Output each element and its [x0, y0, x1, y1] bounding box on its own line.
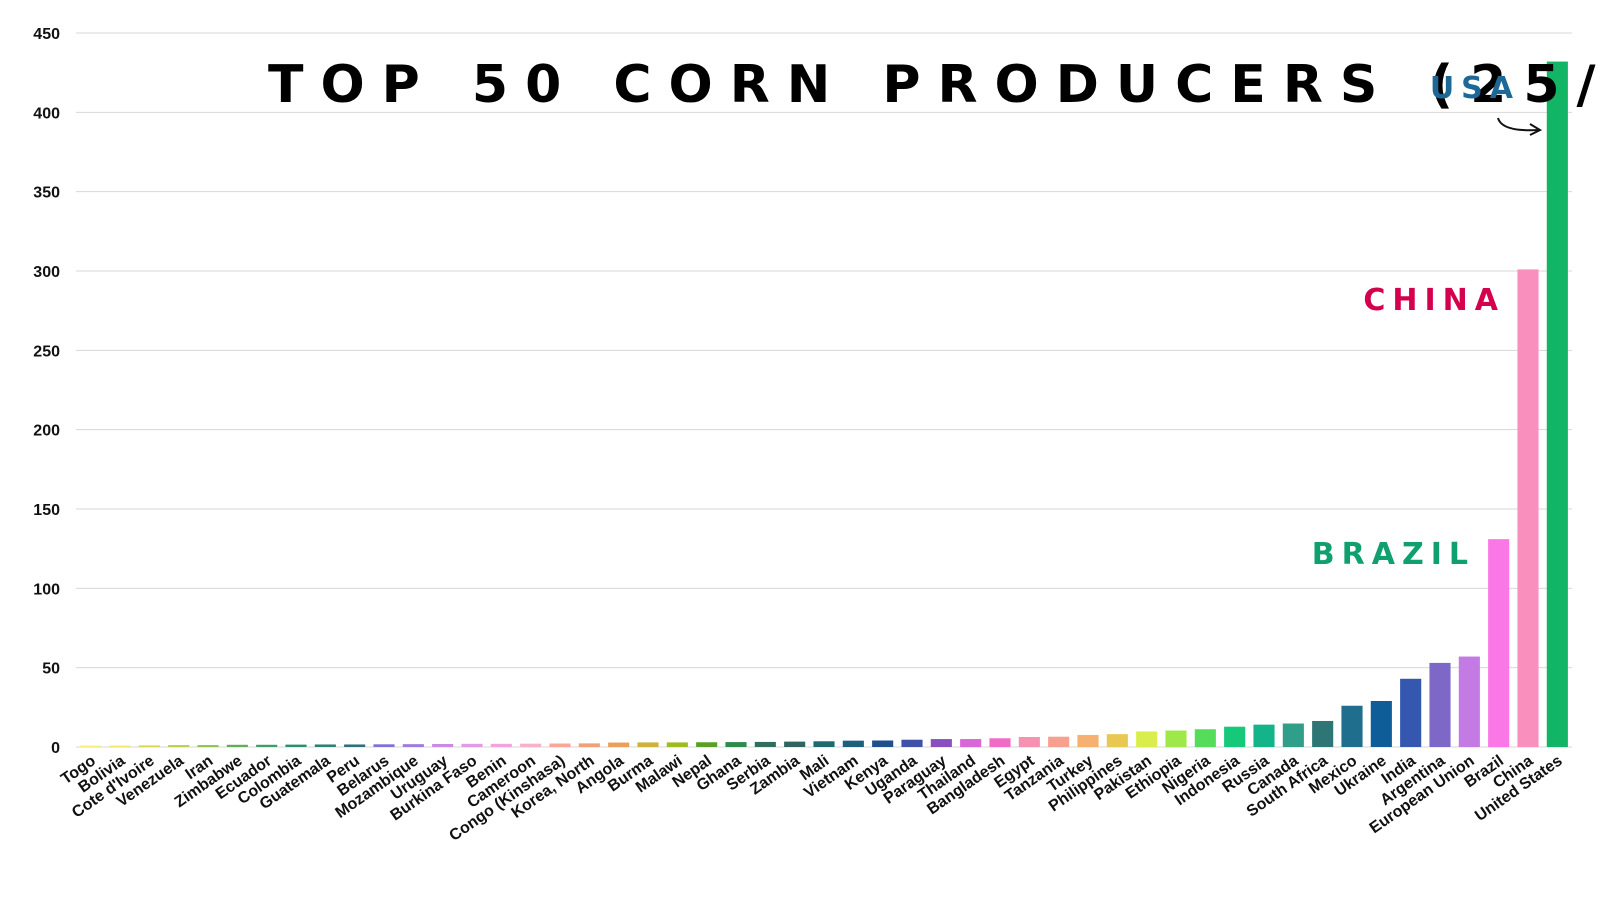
y-tick-label: 250 [33, 343, 60, 360]
bar-guatemala [314, 744, 336, 747]
bar-thailand [960, 739, 982, 747]
bar-zambia [784, 741, 806, 747]
bar-european-union [1458, 656, 1480, 747]
annotation-china: CHINA [1363, 283, 1505, 318]
annotation-brazil: BRAZIL [1312, 537, 1475, 572]
y-tick-label: 50 [42, 661, 60, 678]
bar-india [1400, 678, 1422, 747]
bar-serbia [754, 741, 776, 747]
y-tick-label: 0 [51, 740, 60, 757]
y-tick-label: 400 [33, 105, 60, 122]
bar-peru [344, 744, 366, 747]
bar-tanzania [1048, 736, 1070, 747]
bar-zimbabwe [226, 744, 248, 747]
arrow-icon [1497, 117, 1539, 132]
bar-togo [80, 745, 102, 747]
bar-brazil [1488, 539, 1510, 747]
bar-turkey [1077, 734, 1099, 747]
bar-pakistan [1136, 731, 1158, 747]
bar-south-africa [1312, 720, 1334, 747]
bar-burkina-faso [461, 743, 483, 747]
bar-cote-d-ivoire [138, 745, 160, 747]
bar-uruguay [432, 743, 454, 747]
bar-colombia [285, 744, 307, 747]
annotations: USA CHINA BRAZIL [1312, 71, 1543, 572]
bar-burma [637, 742, 659, 747]
bar-congo-kinshasa- [549, 743, 571, 747]
annotation-usa: USA [1430, 71, 1520, 106]
y-tick-label: 150 [33, 502, 60, 519]
bar-mexico [1341, 705, 1363, 747]
y-tick-label: 100 [33, 581, 60, 598]
bar-egypt [1018, 737, 1040, 747]
chart-title: TOP 50 CORN PRODUCERS (25/26) [268, 55, 1600, 115]
bar-venezuela [168, 745, 190, 747]
bar-ethiopia [1165, 730, 1187, 747]
gridlines [76, 32, 1572, 748]
bar-indonesia [1224, 726, 1246, 747]
bar-mozambique [402, 744, 424, 747]
bar-china [1517, 269, 1539, 747]
bar-kenya [872, 740, 894, 747]
bar-bangladesh [989, 738, 1011, 747]
y-tick-label: 200 [33, 423, 60, 440]
y-tick-label: 450 [33, 26, 60, 43]
bar-iran [197, 745, 219, 747]
bar-philippines [1106, 734, 1128, 747]
bar-canada [1282, 723, 1304, 747]
bar-ghana [725, 742, 747, 747]
bar-benin [490, 743, 512, 747]
bar-ukraine [1370, 700, 1392, 747]
y-tick-label: 350 [33, 185, 60, 202]
bar-bolivia [109, 745, 131, 747]
bar-malawi [666, 742, 688, 747]
bar-belarus [373, 744, 395, 747]
bar-argentina [1429, 662, 1451, 747]
bar-nigeria [1194, 729, 1216, 747]
bar-united-states [1546, 61, 1568, 748]
y-tick-label: 300 [33, 264, 60, 281]
bar-ecuador [256, 744, 278, 747]
bar-paraguay [930, 739, 952, 747]
bar-nepal [696, 742, 718, 747]
bar-angola [608, 742, 630, 747]
bar-mali [813, 741, 835, 747]
bar-cameroon [520, 743, 542, 747]
arrowhead-icon [1529, 123, 1543, 136]
bar-korea-north [578, 743, 600, 747]
y-axis-tick-labels: 0 50 100 150 200 250 300 350 400 450 [33, 26, 60, 757]
bar-russia [1253, 724, 1275, 747]
bar-vietnam [842, 740, 864, 747]
bar-uganda [901, 739, 923, 747]
bars [80, 61, 1568, 748]
